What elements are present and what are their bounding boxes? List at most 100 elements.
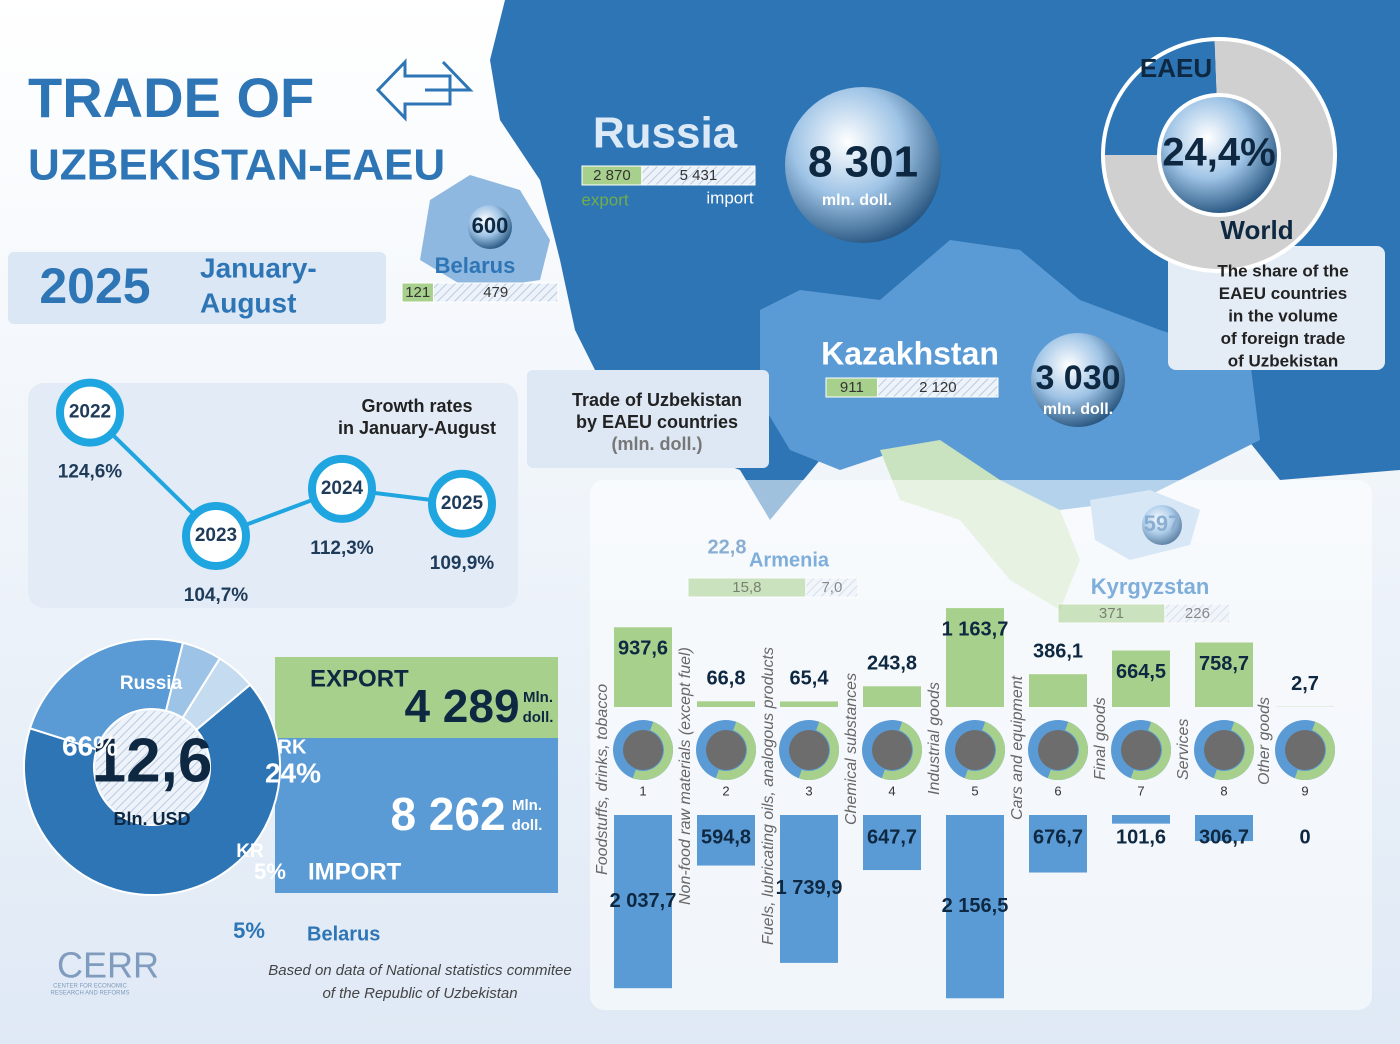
icon-ring-half [1130,721,1171,780]
import-bar [877,377,999,398]
category-label: Final goods [1092,697,1109,780]
icon-ring-half [715,721,756,780]
total-segment [28,638,185,751]
growth-point [428,469,496,538]
import-bar [1164,603,1231,624]
export-value: 758,7 [1199,653,1249,675]
country-total: 22,8 [708,536,747,558]
category-label: Other goods [1256,697,1273,785]
import-bar [946,815,1004,999]
arrows-icon [375,58,474,122]
category-number: 2 [722,783,729,798]
title: UZBEKISTAN-EAEU [28,141,445,190]
growth-line [88,411,463,539]
growth-year: 2022 [69,402,111,423]
icon [955,730,995,770]
import-value: 226 [1185,605,1210,622]
year: 2025 [39,258,150,314]
category-number: 6 [1054,783,1061,798]
category-number: 1 [639,783,646,798]
category-number: 7 [1137,783,1144,798]
import-value: 594,8 [701,826,751,848]
total-bubble [785,87,941,243]
export-bar [1195,642,1253,707]
import-value: 2 120 [919,379,957,396]
growth-title: in January-August [338,418,496,438]
icon-ring-half [964,721,1005,780]
icon [1038,730,1078,770]
country-total: 8 301 [808,138,918,187]
category-number: 5 [971,783,978,798]
growth-rate: 124,6% [58,462,123,483]
export-value: 386,1 [1033,640,1083,662]
caption: Trade of Uzbekistan [572,390,742,410]
share-eaeu [1105,41,1217,155]
icon [623,730,663,770]
country-name: Russia [593,109,738,158]
total-segment [181,657,252,732]
icon [1204,730,1244,770]
logo: CERR [57,945,159,986]
export-value: 664,5 [1116,661,1166,683]
growth-year: 2024 [321,478,364,499]
icon [1121,730,1161,770]
icon-ring-half [632,721,673,780]
icon-ring-half [1213,721,1254,780]
country-name: Kyrgyzstan [1091,574,1210,599]
unit: mln. doll. [1043,401,1113,418]
category-label: Foodstuffs, drinks, tobacco [594,684,611,875]
icon [789,730,829,770]
import-bar [614,815,672,989]
country-total: 3 030 [1035,359,1120,397]
country-total: 597 [1144,511,1181,536]
export-value: 911 [840,379,864,396]
import-value: 8 262 [390,788,505,840]
import-value: 0 [1299,826,1310,848]
caption-box [527,370,769,468]
export-value: 15,8 [732,579,761,596]
category-number: 4 [888,783,895,798]
category-number: 8 [1220,783,1227,798]
import-bar [805,577,859,598]
growth-rate: 104,7% [184,585,249,606]
export-value: 937,6 [618,638,668,660]
export-value: 1 163,7 [942,618,1009,640]
icon-ring-half [1294,721,1335,780]
import-bar [697,815,755,866]
export-value: 2 870 [593,167,631,184]
import-label: import [706,188,754,207]
logo-sub: CENTER FOR ECONOMIC [53,984,127,990]
export-value: 121 [405,284,430,301]
icon [1285,730,1325,770]
import-bar [432,282,559,303]
share-note: in the volume [1228,306,1338,325]
export-bar [946,608,1004,707]
export-unit: doll. [523,709,554,726]
export-value: 65,4 [790,668,830,690]
growth-year: 2023 [195,525,237,546]
caption: by EAEU countries [576,412,738,432]
import-value: 7,0 [821,579,842,596]
export-value: 243,8 [867,653,917,675]
source: of the Republic of Uzbekistan [322,985,517,1002]
export-bar [863,686,921,707]
category-number: 3 [805,783,812,798]
category-label: Fuels, lubricating oils, analogous produ… [760,647,777,945]
category-label: Chemical substances [843,673,860,825]
import-box [275,738,558,893]
growth-year: 2025 [441,493,484,514]
segment-label: 5% [233,918,265,943]
period: January- [200,252,317,283]
source: Based on data of National statistics com… [268,962,572,979]
export-value: 2,7 [1291,673,1319,695]
period: August [200,287,296,318]
share-world [1105,41,1333,270]
import-bar [641,165,756,186]
total-bubble [1031,333,1125,427]
export-title: EXPORT [310,665,409,692]
growth-panel [28,383,518,608]
export-value: 4 289 [404,680,519,732]
export-bar [1112,650,1170,707]
segment-label: 66% [62,730,118,761]
total-bubble [1142,505,1182,545]
